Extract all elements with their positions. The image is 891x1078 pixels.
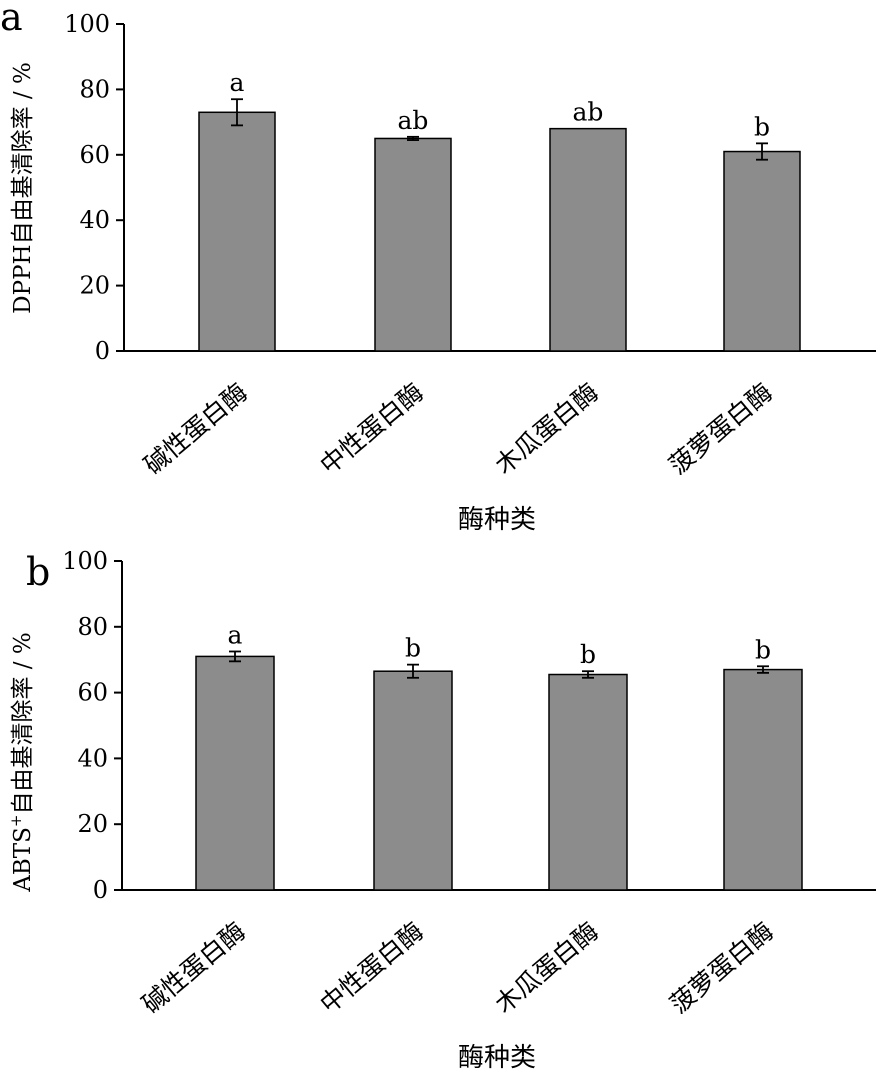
bar xyxy=(374,137,452,352)
y-tick-label: 100 xyxy=(64,10,110,38)
significance-label: b xyxy=(580,640,596,669)
panel-b-y-label-superscript: + xyxy=(7,815,25,828)
bar xyxy=(198,111,276,352)
significance-label: b xyxy=(754,112,770,141)
panel-a-category-labels: 碱性蛋白酶 中性蛋白酶 木瓜蛋白酶 菠萝蛋白酶 xyxy=(138,377,777,480)
panel-a-y-axis-label: DPPH自由基清除率 / % xyxy=(10,62,36,314)
y-tick-label: 20 xyxy=(79,272,110,300)
panel-b-y-label-rest: 自由基清除率 / % xyxy=(10,632,36,814)
bar xyxy=(549,127,627,352)
x-tick-label: 菠萝蛋白酶 xyxy=(664,916,778,1019)
bar xyxy=(195,655,275,891)
panel-a-error-bars xyxy=(231,98,768,161)
significance-label: ab xyxy=(573,98,604,127)
error-bar xyxy=(407,663,419,679)
x-tick-label: 中性蛋白酶 xyxy=(314,377,428,480)
x-tick-label: 中性蛋白酶 xyxy=(314,916,428,1019)
y-tick-label: 40 xyxy=(79,206,110,234)
significance-label: b xyxy=(405,634,421,663)
panel-b-y-label-main: ABTS xyxy=(10,827,36,893)
bar xyxy=(723,150,801,352)
panel-a-y-ticks: 0 20 40 60 80 100 xyxy=(64,10,124,365)
y-tick-label: 100 xyxy=(62,547,108,575)
panel-b-category-labels: 碱性蛋白酶 中性蛋白酶 木瓜蛋白酶 菠萝蛋白酶 xyxy=(136,916,778,1019)
panel-b-x-axis-label: 酶种类 xyxy=(458,1043,536,1073)
y-tick-label: 60 xyxy=(77,679,108,707)
panel-a-bars xyxy=(198,111,801,352)
y-tick-label: 0 xyxy=(93,876,108,904)
x-tick-label: 碱性蛋白酶 xyxy=(138,377,252,480)
error-bar xyxy=(229,650,241,663)
y-tick-label: 80 xyxy=(79,75,110,103)
bar xyxy=(548,673,628,891)
error-bar xyxy=(757,665,769,674)
panel-a-significance-letters: a ab ab b xyxy=(230,68,770,141)
error-bar xyxy=(756,142,768,161)
x-tick-label: 木瓜蛋白酶 xyxy=(489,377,603,480)
panel-a-x-axis-label: 酶种类 xyxy=(458,505,536,535)
y-tick-label: 20 xyxy=(77,810,108,838)
significance-label: a xyxy=(228,620,243,649)
panel-b-abts-chart: b ABTS+自由基清除率 / % 0 20 40 60 80 100 a b b b 碱性蛋白… xyxy=(7,547,876,1073)
x-tick-label: 木瓜蛋白酶 xyxy=(489,916,603,1019)
y-tick-label: 40 xyxy=(77,744,108,772)
significance-label: a xyxy=(230,68,245,97)
significance-label: ab xyxy=(398,106,429,135)
significance-label: b xyxy=(755,635,771,664)
bar xyxy=(373,670,453,891)
x-tick-label: 菠萝蛋白酶 xyxy=(663,377,777,480)
panel-a-letter: a xyxy=(0,0,23,39)
panel-b-letter: b xyxy=(26,550,50,594)
x-tick-label: 碱性蛋白酶 xyxy=(136,916,250,1019)
error-bar xyxy=(582,670,594,679)
panel-b-y-axis-label: ABTS+自由基清除率 / % xyxy=(7,632,36,892)
y-tick-label: 60 xyxy=(79,141,110,169)
panel-b-bars xyxy=(195,655,803,891)
error-bar xyxy=(407,135,419,141)
error-bar xyxy=(231,98,243,127)
y-tick-label: 80 xyxy=(77,613,108,641)
panel-b-error-bars xyxy=(229,650,769,679)
panel-a-dpph-chart: a DPPH自由基清除率 / % 0 20 40 60 80 100 a ab ab b 碱性蛋… xyxy=(0,0,876,535)
bar xyxy=(723,668,803,891)
y-tick-label: 0 xyxy=(95,337,110,365)
panel-b-y-ticks: 0 20 40 60 80 100 xyxy=(62,547,122,904)
